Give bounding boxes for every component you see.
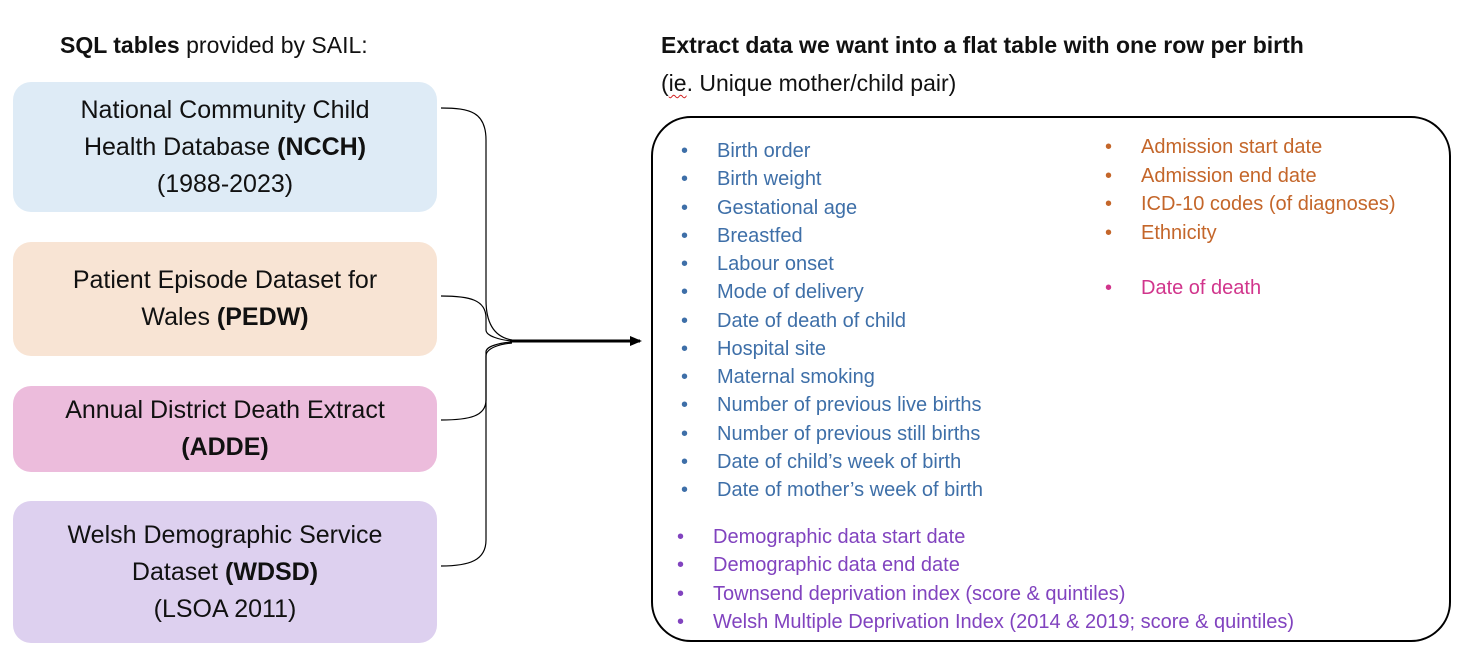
target-heading: Extract data we want into a flat table w… [661,32,1304,58]
source-wdsd-line2-text: Dataset [131,557,226,586]
target-subheading-rest: . Unique mother/child pair) [686,70,957,96]
sources-heading: SQL tables provided by SAIL: [60,32,368,59]
source-pedw-line1: Patient Episode Dataset for [72,266,378,294]
source-wdsd-line2: Dataset (WDSD) [132,554,318,591]
source-pedw-line2-text: Wales [141,303,217,331]
list-item: Townsend deprivation index (score & quin… [677,582,1294,610]
source-box-pedw: Patient Episode Dataset for Wales (PEDW) [13,242,437,356]
bracket-pedw [440,295,513,342]
list-item: Hospital site [681,337,983,365]
list-item: Date of death of child [681,309,983,337]
source-ncch-line1: National Community Child [80,95,370,124]
list-item: Birth order [681,139,983,167]
source-wdsd-abbrev: (WDSD) [225,557,319,586]
sources-heading-rest: provided by SAIL: [179,32,368,58]
target-subheading-ie: ie [668,70,687,96]
list-item: Gestational age [681,196,983,224]
list-item: Birth weight [681,167,983,195]
list-item: Demographic data start date [677,525,1294,553]
ncch-field-list: Birth order Birth weight Gestational age… [681,139,983,506]
source-ncch-line2-text: Health Database [83,132,278,161]
source-ncch-line2: Health Database (NCCH) [84,129,366,166]
target-subheading: (ie. Unique mother/child pair) [661,70,956,97]
bracket-adde [440,341,513,421]
bracket-wdsd [440,342,513,567]
source-adde-line2: (ADDE) [181,429,269,466]
source-pedw-line2: Wales (PEDW) [141,299,308,336]
source-ncch-abbrev: (NCCH) [277,132,367,161]
list-item: ICD-10 codes (of diagnoses) [1105,192,1396,221]
list-item: Number of previous still births [681,422,983,450]
list-item: Ethnicity [1105,221,1396,250]
list-item: Breastfed [681,224,983,252]
source-box-wdsd: Welsh Demographic Service Dataset (WDSD)… [13,501,437,643]
list-item: Date of child’s week of birth [681,450,983,478]
source-box-ncch: National Community Child Health Database… [13,82,437,212]
list-item: Admission end date [1105,164,1396,193]
flat-table-box [651,116,1451,642]
list-item: Number of previous live births [681,393,983,421]
adde-field-list: Date of death [1105,276,1261,304]
list-item: Demographic data end date [677,553,1294,581]
list-item: Mode of delivery [681,280,983,308]
source-ncch-years: (1988-2023) [156,169,294,198]
list-item: Date of mother’s week of birth [681,478,983,506]
source-adde-abbrev: (ADDE) [181,433,269,461]
list-item: Admission start date [1105,135,1396,164]
source-wdsd-line1: Welsh Demographic Service [67,520,383,549]
bracket-ncch [440,107,513,341]
pedw-field-list: Admission start date Admission end date … [1105,135,1396,249]
source-adde-line1: Annual District Death Extract [65,396,385,424]
target-subheading-open: ( [661,70,669,96]
source-pedw-abbrev: (PEDW) [216,303,309,331]
list-item: Welsh Multiple Deprivation Index (2014 &… [677,610,1294,638]
wdsd-field-list: Demographic data start date Demographic … [677,525,1294,638]
source-wdsd-lsoa: (LSOA 2011) [153,594,297,623]
sources-heading-bold: SQL tables [60,32,180,58]
list-item: Date of death [1105,276,1261,304]
source-box-adde: Annual District Death Extract (ADDE) [13,386,437,472]
list-item: Maternal smoking [681,365,983,393]
list-item: Labour onset [681,252,983,280]
